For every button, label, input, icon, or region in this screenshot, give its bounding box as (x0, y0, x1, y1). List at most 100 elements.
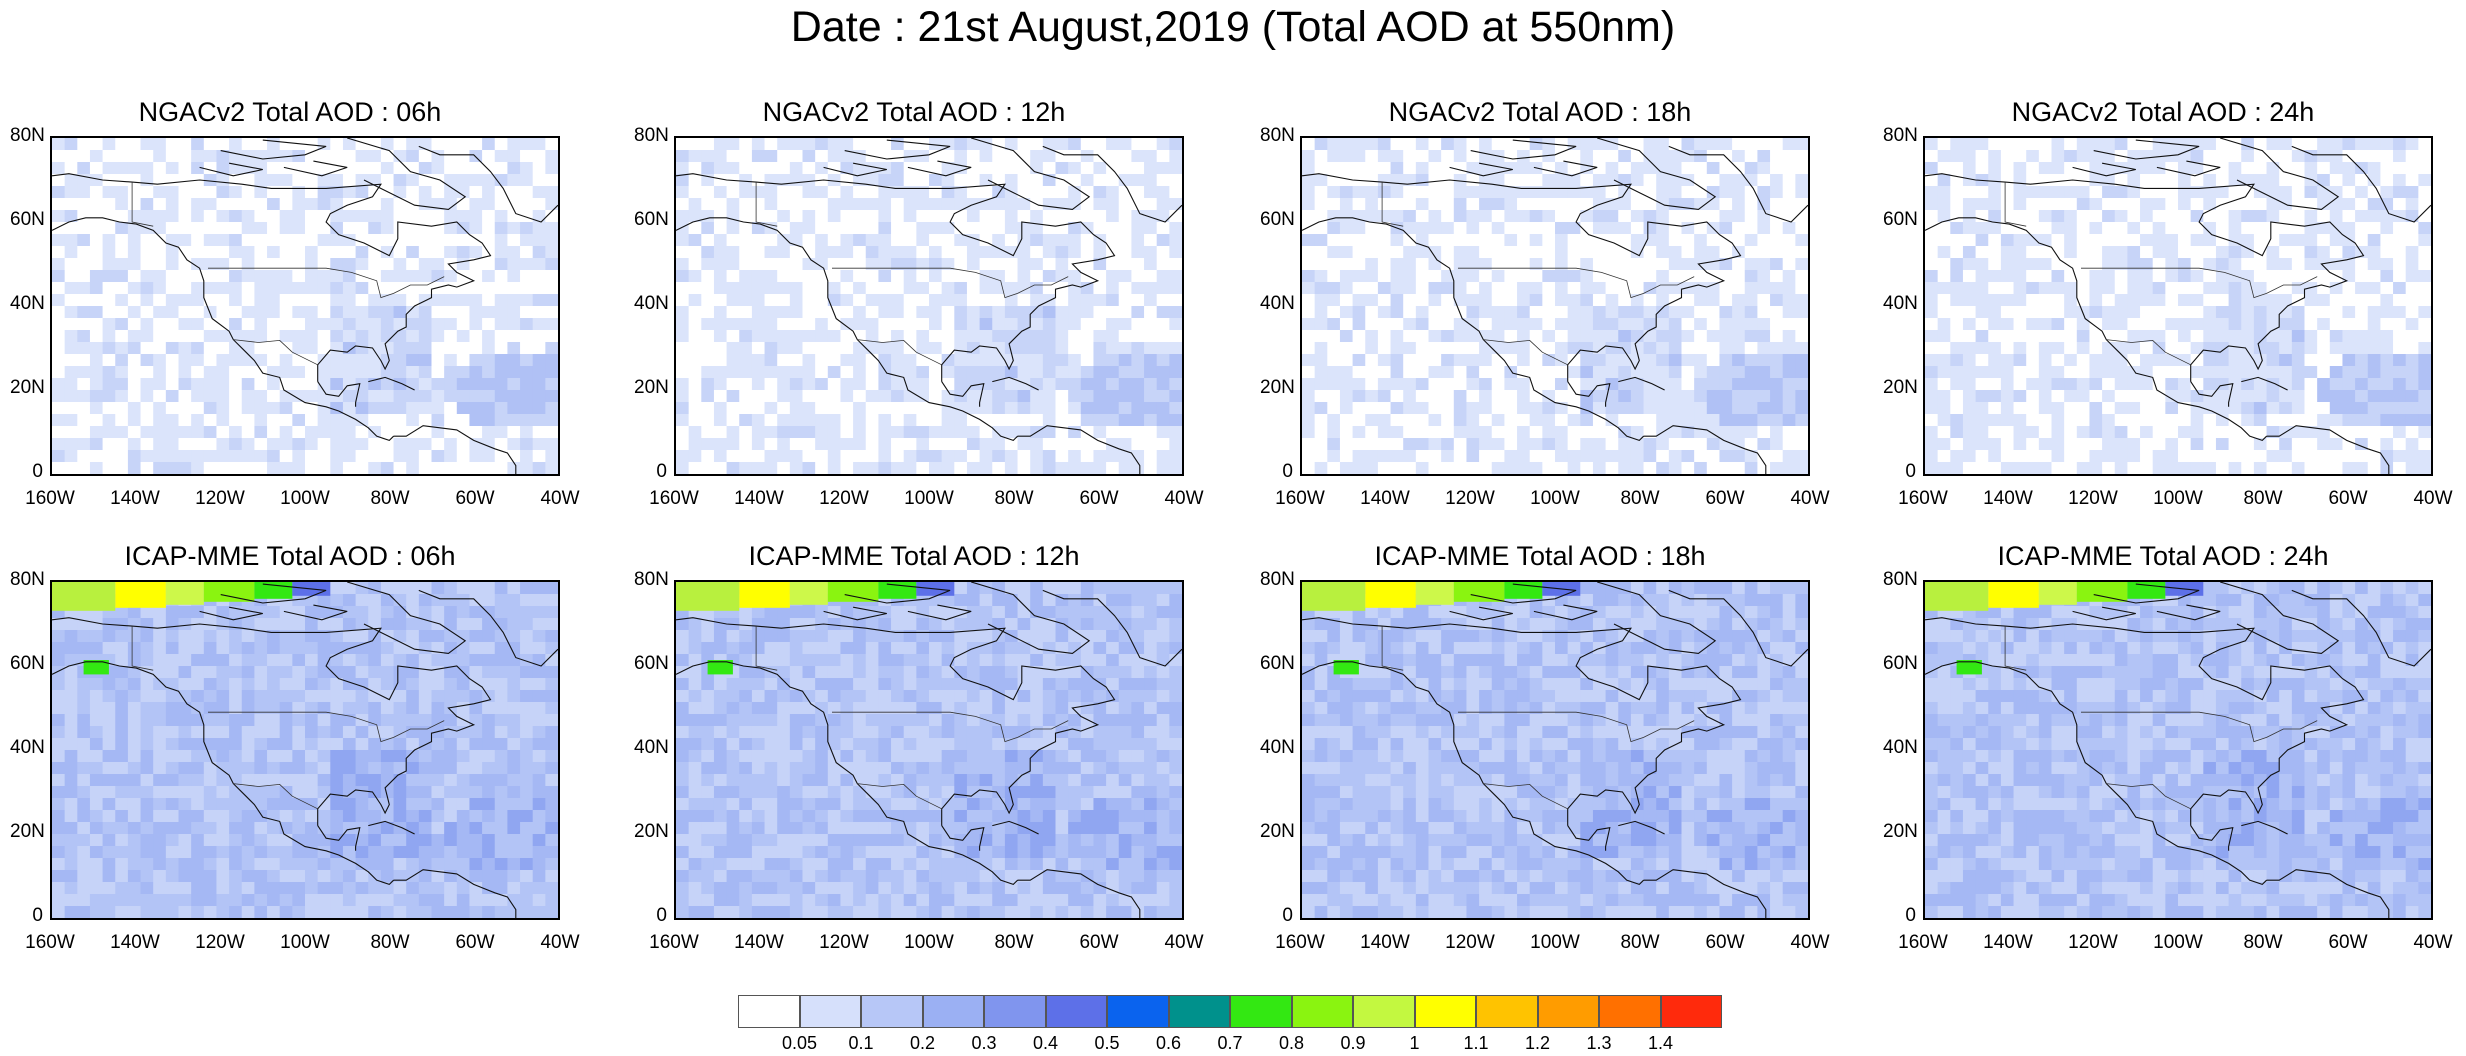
latitude-label: 80N (1883, 569, 1918, 590)
coastline (2241, 820, 2288, 835)
longitude-label: 80W (370, 488, 410, 509)
longitude-label: 80W (1620, 488, 1660, 509)
latitude-label: 60N (1883, 209, 1918, 230)
colorbar-label: 0.5 (1094, 1033, 1120, 1053)
country-border (2106, 783, 2191, 810)
aod-field (676, 138, 1182, 474)
coastline (220, 139, 327, 160)
longitude-label: 100W (280, 932, 330, 953)
country-border (208, 711, 445, 743)
latitude-label: 20N (634, 377, 669, 398)
panel-title: NGACv2 Total AOD : 12h (762, 97, 1066, 127)
map-canvas (676, 138, 1182, 474)
colorbar-label: 0.8 (1278, 1033, 1305, 1053)
aod-field (1302, 138, 1808, 474)
map-canvas (676, 582, 1182, 918)
colorbar-swatch (1476, 995, 1538, 1028)
longitude-label: 80W (2243, 932, 2283, 953)
colorbar-label: 0.7 (1217, 1033, 1243, 1053)
latitude-label: 0 (656, 905, 667, 926)
coastline (971, 582, 1091, 654)
latitude-label: 60N (1260, 209, 1295, 230)
aod-field (1302, 582, 1808, 918)
coastline (1597, 582, 1717, 654)
longitude-label: 100W (2153, 488, 2203, 509)
colorbar-swatch (1168, 995, 1230, 1028)
longitude-label: 60W (2328, 488, 2368, 509)
colorbar-label: 0.2 (909, 1033, 936, 1053)
coastline (2291, 589, 2431, 667)
coastline (283, 604, 348, 621)
country-border (1483, 783, 1568, 810)
colorbar-swatch (1291, 995, 1353, 1028)
longitude-label: 60W (1705, 932, 1745, 953)
longitude-label: 140W (1360, 488, 1410, 509)
longitude-label: 140W (1983, 932, 2033, 953)
latitude-label: 80N (1260, 569, 1295, 590)
longitude-label: 100W (2153, 932, 2203, 953)
longitude-label: 140W (1983, 488, 2033, 509)
latitude-label: 40N (634, 737, 669, 758)
panel-title: NGACv2 Total AOD : 06h (138, 97, 442, 127)
latitude-label: 0 (656, 461, 667, 482)
colorbar-label: 0.9 (1340, 1033, 1366, 1053)
coastline (823, 162, 887, 177)
latitude-label: 40N (1260, 293, 1295, 314)
aod-map (1300, 136, 1810, 476)
country-border (1458, 267, 1695, 299)
colorbar-swatch (1599, 995, 1661, 1028)
longitude-label: 60W (1705, 488, 1745, 509)
longitude-label: 160W (25, 488, 75, 509)
colorbar-swatch (1230, 995, 1292, 1028)
coastline (393, 869, 517, 918)
country-border (755, 182, 778, 227)
colorbar-swatch (861, 995, 923, 1028)
colorbar-swatch (1660, 995, 1722, 1028)
colorbar-label: 0.6 (1155, 1033, 1182, 1053)
panel-title: NGACv2 Total AOD : 18h (1388, 97, 1692, 127)
latitude-label: 20N (1883, 821, 1918, 842)
colorbar-label: 0.05 (781, 1033, 818, 1053)
longitude-label: 80W (370, 932, 410, 953)
longitude-label: 60W (1079, 932, 1119, 953)
country-border (1381, 626, 1404, 671)
latitude-label: 0 (1905, 461, 1916, 482)
aod-map (50, 136, 560, 476)
colorbar-swatch (1107, 995, 1169, 1028)
map-panel: ICAP-MME Total AOD : 24h 80N 60N 40N 20N 0 160… (1883, 540, 2453, 980)
coastline (2190, 381, 2234, 407)
latitude-label: 80N (634, 125, 669, 146)
longitude-label: 140W (734, 932, 784, 953)
longitude-label: 80W (994, 488, 1034, 509)
colorbar-label: 1.1 (1463, 1033, 1489, 1053)
coastline (1449, 606, 1513, 621)
colorbar-swatch (799, 995, 861, 1028)
coastline (1668, 145, 1808, 223)
coastline (317, 381, 361, 407)
longitude-label: 160W (1898, 932, 1948, 953)
longitude-label: 60W (455, 488, 495, 509)
coastline (1925, 217, 2267, 442)
longitude-label: 40W (1790, 932, 1830, 953)
coastline (1567, 825, 1611, 851)
longitude-label: 120W (1445, 488, 1495, 509)
coastline (368, 820, 415, 835)
longitude-label: 40W (540, 932, 580, 953)
coastline (1449, 162, 1513, 177)
longitude-label: 160W (25, 932, 75, 953)
coastline (676, 617, 1116, 826)
coastline (220, 583, 327, 604)
aod-map (674, 136, 1184, 476)
longitude-label: 120W (1445, 932, 1495, 953)
coastline (418, 589, 558, 667)
longitude-label: 40W (1164, 488, 1204, 509)
coastline (1925, 173, 2365, 382)
coastline (676, 173, 1116, 382)
coastline (317, 825, 361, 851)
colorbar-label: 1.4 (1647, 1033, 1674, 1053)
colorbar-label: 0.1 (848, 1033, 874, 1053)
coastline (1925, 661, 2267, 886)
colorbar-swatch (1045, 995, 1107, 1028)
longitude-label: 120W (2068, 488, 2118, 509)
coastline (971, 138, 1091, 210)
